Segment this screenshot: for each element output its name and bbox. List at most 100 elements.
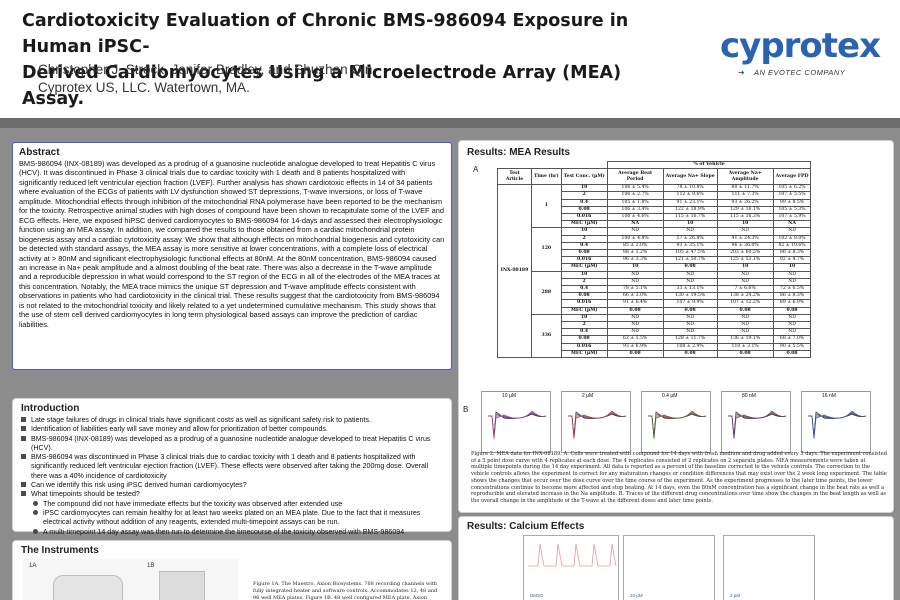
table-cell: 108 ± 2.9% — [662, 342, 718, 351]
mea-trace-line — [728, 410, 787, 440]
mea-trace-line — [728, 412, 787, 438]
table-column-header: Test Article — [497, 168, 532, 186]
table-cell: MEC (µM) — [560, 306, 608, 315]
mea-trace-label: 2 µM — [582, 393, 594, 399]
mea-trace-waveform — [808, 410, 867, 440]
table-cell: ND — [716, 313, 774, 323]
table-cell: ND — [772, 227, 812, 236]
table-column-header: Test Conc. (µM) — [560, 168, 608, 186]
table-cell: 33 ± 13.1% — [662, 285, 718, 294]
introduction-item-text: BMS-986094 was discontinued in Phase 3 c… — [31, 453, 429, 480]
introduction-item-text: Late stage failures of drugs in clinical… — [31, 416, 371, 424]
table-cell: 0.08 — [560, 335, 608, 344]
mea-figure-caption: Figure 2. MEA data for INX-08189. A. Cel… — [471, 451, 887, 504]
table-cell: 0.08 — [716, 306, 774, 315]
table-cell: ND — [772, 321, 812, 330]
table-cell: ND — [606, 313, 664, 323]
table-column-header: Time (hr) — [531, 168, 562, 186]
table-cell: 105 ± 5.3% — [772, 205, 812, 215]
mea-trace-plot: 0.4 µM — [641, 391, 711, 453]
table-cell: ND — [772, 328, 812, 337]
table-cell: ND — [606, 277, 664, 287]
table-cell: ND — [606, 270, 664, 279]
introduction-item-text: The compound did not have immediate effe… — [43, 499, 343, 508]
mea-trace-plot: 2 µM — [561, 391, 631, 453]
calcium-trace-dmso: DMSO — [523, 535, 619, 600]
table-cell: 0.4 — [560, 285, 608, 294]
introduction-item-text: Can we identify this risk using iPSC der… — [31, 481, 247, 490]
bullet-icon — [33, 500, 38, 506]
table-row: 288 10 ND ND ND ND — [498, 270, 812, 315]
mea-plate-image — [159, 571, 205, 600]
mea-trace-line — [568, 412, 627, 438]
calcium-trace-2um: 2 µM — [723, 535, 815, 600]
table-cell: ND — [606, 227, 664, 236]
mea-trace-waveform — [488, 410, 547, 440]
table-cell: ND — [662, 313, 718, 323]
table-cell: NA — [606, 220, 664, 229]
company-logo: cyprotex ➜ AN EVOTEC COMPANY — [720, 26, 890, 86]
table-cell: 0.08 — [560, 205, 608, 215]
table-cell-article: INX-08189 — [497, 184, 532, 359]
mea-trace-label: 0.4 µM — [662, 393, 678, 399]
table-cell: ND — [772, 313, 812, 323]
table-cell: 100 ± 4.8% — [606, 234, 664, 243]
table-cell: 115 ± 16.7% — [662, 213, 718, 222]
table-cell: 2 — [560, 234, 608, 243]
introduction-item: Late stage failures of drugs in clinical… — [21, 416, 443, 425]
authors: Christopher J. Strock, Jenifer Bradley, … — [38, 62, 373, 77]
table-cell: 0.08 — [662, 306, 718, 315]
table-cell: 0.08 — [772, 306, 812, 315]
mea-trace-line — [648, 410, 707, 440]
table-row: 0.4 105 ± 1.8% 91 ± 23.1% 93 ± 26.2% 99 ± 8.… — [498, 198, 812, 207]
bullet-icon — [21, 417, 26, 422]
table-header-blank — [498, 162, 608, 169]
introduction-heading: Introduction — [21, 403, 80, 414]
table-cell: 106 ± 3.4% — [606, 205, 664, 215]
panel-b-label: B — [463, 405, 469, 414]
table-cell: 0.016 — [560, 342, 608, 351]
poster-title: Cardiotoxicity Evaluation of Chronic BMS… — [22, 8, 662, 112]
table-row: 0.016 106 ± 4.6% 115 ± 16.7% 115 ± 16.3% 107… — [498, 213, 812, 222]
table-cell: 96 ± 36.0% — [716, 241, 774, 251]
table-row: 0.08 62 ± 5.5% 128 ± 11.7% 136 ± 19.1% 68 ± … — [498, 335, 812, 344]
logo-tagline: AN EVOTEC COMPANY — [754, 68, 846, 77]
mea-trace-line — [808, 412, 867, 438]
table-cell: 0.08 — [560, 292, 608, 301]
mea-results-panel: Results: MEA Results A % of Vehicle Test … — [458, 140, 894, 513]
mea-trace-waveform — [568, 410, 627, 440]
table-row: INX-08189 1 10 106 ± 5.4% 78 ± 10.8% 80 ± 11.… — [497, 184, 812, 359]
calcium-label-2um: 2 µM — [730, 593, 741, 598]
poster-header: Cardiotoxicity Evaluation of Chronic BMS… — [0, 0, 900, 118]
table-cell: ND — [772, 277, 812, 287]
mea-trace-plot: 16 nM — [801, 391, 871, 453]
introduction-item: BMS-986094 was discontinued in Phase 3 c… — [21, 453, 443, 481]
table-cell: 102 ± 8.0% — [772, 234, 812, 243]
instruments-heading: The Instruments — [21, 545, 99, 556]
mea-trace-waveform — [648, 410, 707, 440]
table-cell: 68 ± 7.0% — [772, 335, 812, 344]
table-cell: 82 ± 10.6% — [772, 241, 812, 251]
table-cell: 110 ± 3.1% — [716, 342, 774, 351]
table-cell-time: 120 — [531, 227, 562, 272]
mea-results-heading: Results: MEA Results — [467, 147, 570, 158]
introduction-item: iPSC cardiomyocytes can remain healthy f… — [21, 509, 443, 528]
table-cell: 106 ± 5.4% — [606, 184, 664, 193]
table-group-header: % of Vehicle — [606, 160, 812, 170]
panel-a-label: A — [473, 165, 479, 174]
table-column-header: Average FPD — [772, 168, 812, 186]
introduction-list: Late stage failures of drugs in clinical… — [21, 416, 443, 537]
bullet-icon — [21, 426, 26, 432]
table-cell: 128 ± 11.7% — [662, 335, 718, 344]
table-cell: 91 ± 6.4% — [606, 299, 664, 308]
mea-results-table: % of Vehicle Test Article Time (hr) Test Co… — [497, 160, 812, 359]
table-cell: 10 — [560, 313, 608, 323]
table-cell: MEC (µM) — [560, 349, 608, 359]
table-cell: 90 ± 5.5% — [772, 342, 812, 351]
table-cell: 7 ± 6.6% — [716, 285, 774, 294]
table-column-header: Average Na+ Slope — [662, 168, 718, 186]
table-cell: 112 ± 9.6% — [662, 191, 718, 200]
table-cell: ND — [662, 328, 718, 337]
table-cell: 105 ± 47.5% — [662, 249, 718, 258]
table-cell: 57 ± 26.8% — [662, 234, 718, 243]
